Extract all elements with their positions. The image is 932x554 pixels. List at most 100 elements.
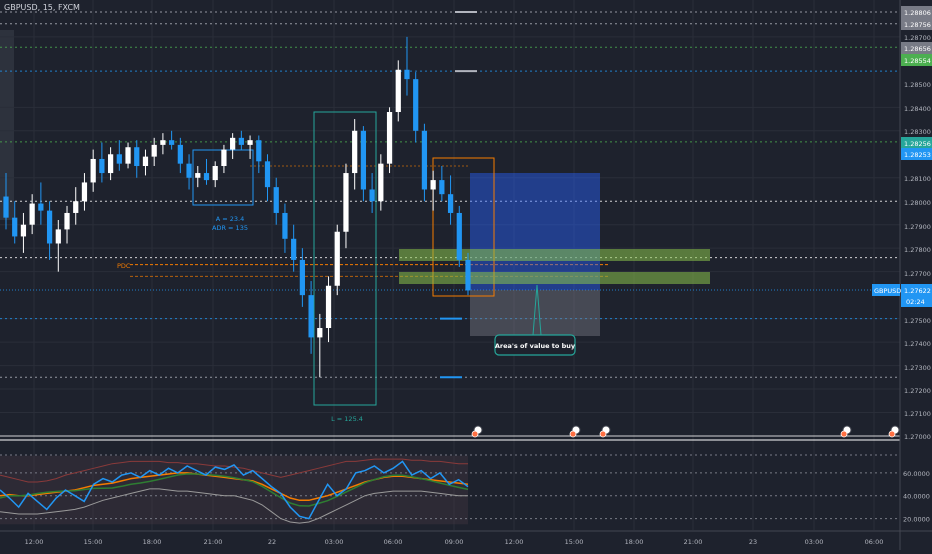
chart-title: GBPUSD, 15, FXCM: [4, 3, 80, 12]
candle-body: [413, 79, 419, 131]
symbol-tag-bg: [872, 284, 900, 296]
callout-box: [494, 334, 576, 356]
osc-signal-line: [0, 472, 469, 502]
candle-body: [116, 154, 122, 164]
price-axis-label: 1.27100: [904, 410, 931, 418]
candle-body: [317, 328, 323, 338]
time-axis-label: 21:00: [204, 538, 223, 546]
candle-body: [177, 144, 183, 164]
countdown-bg: [901, 296, 932, 307]
candles-group: [3, 36, 471, 378]
price-axis-label: 1.27500: [904, 317, 931, 325]
candle-body: [282, 212, 288, 239]
range-label-a: A = 23.4: [216, 215, 245, 223]
candle-body: [151, 144, 157, 157]
candle-body: [264, 161, 271, 188]
candle-body: [29, 203, 35, 225]
candle-body: [125, 147, 131, 164]
candle-body: [395, 69, 401, 113]
candle-body: [169, 140, 175, 145]
candle-body: [421, 130, 428, 190]
price-axis-label: 1.28656: [904, 45, 931, 53]
countdown-label: 02:24: [906, 298, 925, 306]
price-axis-label: 1.27300: [904, 364, 931, 372]
time-axis-label: 06:00: [865, 538, 884, 546]
event-flag-icon[interactable]: [888, 430, 896, 438]
price-axis-label: 1.27000: [904, 433, 931, 441]
price-axis-label: 1.27200: [904, 387, 931, 395]
price-tag-bg: [901, 42, 932, 54]
time-axis-label: 12:00: [505, 538, 524, 546]
osc-axis-label: 60.0000: [903, 470, 930, 478]
event-flag-icon[interactable]: [599, 430, 607, 438]
candle-body: [212, 166, 218, 181]
candle-body: [465, 259, 471, 291]
candle-body: [221, 149, 227, 167]
candle-body: [186, 163, 192, 178]
price-axis-label: 1.28400: [904, 105, 931, 113]
price-tag-bg: [901, 6, 932, 18]
osc-axis-label: 20.0000: [903, 516, 930, 524]
candle-body: [230, 137, 236, 150]
candle-body: [90, 158, 96, 183]
candle-body: [73, 201, 79, 213]
candle-body: [439, 180, 445, 195]
price-axis-label: 1.28300: [904, 128, 931, 136]
candle-body: [142, 156, 149, 167]
time-axis-label: 03:00: [805, 538, 824, 546]
range-label-adr: ADR = 135: [212, 224, 248, 232]
event-flag-icon[interactable]: [569, 430, 577, 438]
candle-body: [247, 140, 253, 145]
time-axis-label: 23: [749, 538, 757, 546]
time-axis-label: 18:00: [143, 538, 162, 546]
left-shade: [0, 30, 14, 220]
time-axis-label: 12:00: [25, 538, 44, 546]
price-axis-label: 1.28500: [904, 81, 931, 89]
price-axis-bg: [900, 0, 932, 550]
time-axis-label: 18:00: [625, 538, 644, 546]
candle-body: [404, 69, 410, 80]
value-zone-upper: [399, 249, 710, 261]
candle-body: [195, 173, 201, 178]
price-axis-label: 1.28700: [904, 34, 931, 42]
price-axis-label: 1.27400: [904, 340, 931, 348]
session-range-label: L = 125.4: [331, 415, 363, 423]
time-axis-label: 06:00: [384, 538, 403, 546]
candle-body: [299, 259, 305, 296]
candle-body: [3, 196, 9, 218]
price-tag-bg: [901, 137, 932, 149]
candle-body: [378, 163, 384, 202]
price-axis-label: 1.28253: [904, 151, 931, 159]
time-axis-label: 21:00: [684, 538, 703, 546]
osc-mid-line: [0, 473, 469, 507]
candle-body: [107, 154, 114, 174]
symbol-tag-label: GBPUSD: [874, 287, 901, 295]
candle-body: [291, 238, 297, 260]
price-tag-bg: [901, 148, 932, 160]
price-tag-bg: [901, 18, 932, 30]
price-axis-label: 1.27622: [904, 287, 931, 295]
price-axis-label: 1.27700: [904, 270, 931, 278]
candle-body: [386, 112, 393, 164]
price-axis-label: 1.27800: [904, 246, 931, 254]
osc-lower-band: [0, 488, 468, 524]
candle-body: [134, 147, 140, 167]
candle-body: [325, 285, 332, 329]
osc-axis-label: 40.0000: [903, 493, 930, 501]
osc-main-line: [0, 460, 469, 520]
price-axis-label: 1.28256: [904, 140, 931, 148]
callout-text: Area's of value to buy: [495, 342, 576, 350]
value-zone-lower: [399, 272, 710, 284]
event-flag-icon[interactable]: [840, 430, 848, 438]
time-axis-label: 15:00: [84, 538, 103, 546]
position-target-zone: [470, 173, 600, 290]
candle-body: [55, 229, 61, 244]
price-axis-label: 1.28806: [904, 9, 931, 17]
time-axis-label: 15:00: [565, 538, 584, 546]
price-axis-label: 1.28000: [904, 199, 931, 207]
candle-body: [64, 212, 70, 230]
event-flag-icon[interactable]: [471, 430, 479, 438]
candle-body: [273, 187, 279, 213]
